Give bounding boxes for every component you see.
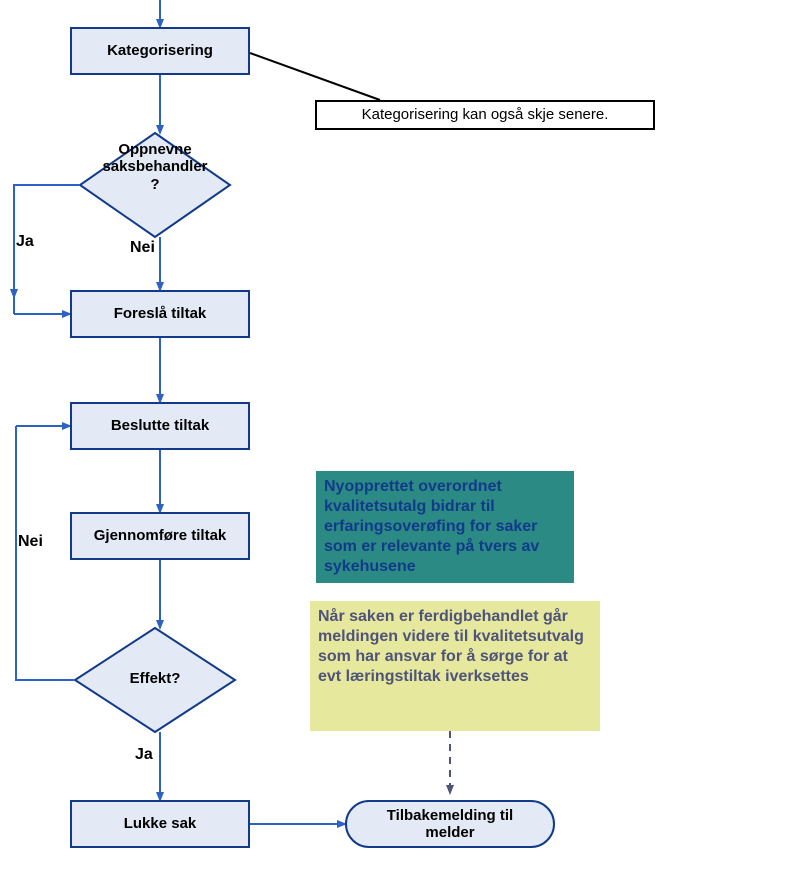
- terminator-label: Tilbakemelding til melder: [361, 807, 539, 842]
- process-beslutte-tiltak: Beslutte tiltak: [70, 402, 250, 450]
- process-label: Foreslå tiltak: [114, 305, 207, 322]
- annotation-yellow: Når saken er ferdigbehandlet går melding…: [310, 601, 600, 731]
- process-label: Beslutte tiltak: [111, 417, 209, 434]
- annotation-text: Når saken er ferdigbehandlet går melding…: [318, 608, 584, 685]
- annotation-teal: Nyopprettet overordnet kvalitetsutalg bi…: [316, 471, 574, 583]
- decision-effekt: [75, 628, 235, 732]
- terminator-tilbakemelding: Tilbakemelding til melder: [345, 800, 555, 848]
- process-kategorisering: Kategorisering: [70, 27, 250, 75]
- process-label: Lukke sak: [124, 815, 197, 832]
- edge-label-nei: Nei: [130, 239, 155, 257]
- edge-label-ja: Ja: [16, 233, 34, 251]
- process-foresla-tiltak: Foreslå tiltak: [70, 290, 250, 338]
- process-lukke-sak: Lukke sak: [70, 800, 250, 848]
- process-label: Kategorisering: [107, 42, 213, 59]
- callout-label: Kategorisering kan også skje senere.: [362, 106, 609, 123]
- process-label: Gjennomføre tiltak: [94, 527, 227, 544]
- decision-oppnevne: [80, 133, 230, 237]
- edge-label-ja: Ja: [135, 746, 153, 764]
- callout-kategorisering: Kategorisering kan også skje senere.: [315, 100, 655, 130]
- edge-label-nei: Nei: [18, 533, 43, 551]
- process-gjennomfore-tiltak: Gjennomføre tiltak: [70, 512, 250, 560]
- annotation-text: Nyopprettet overordnet kvalitetsutalg bi…: [324, 478, 539, 575]
